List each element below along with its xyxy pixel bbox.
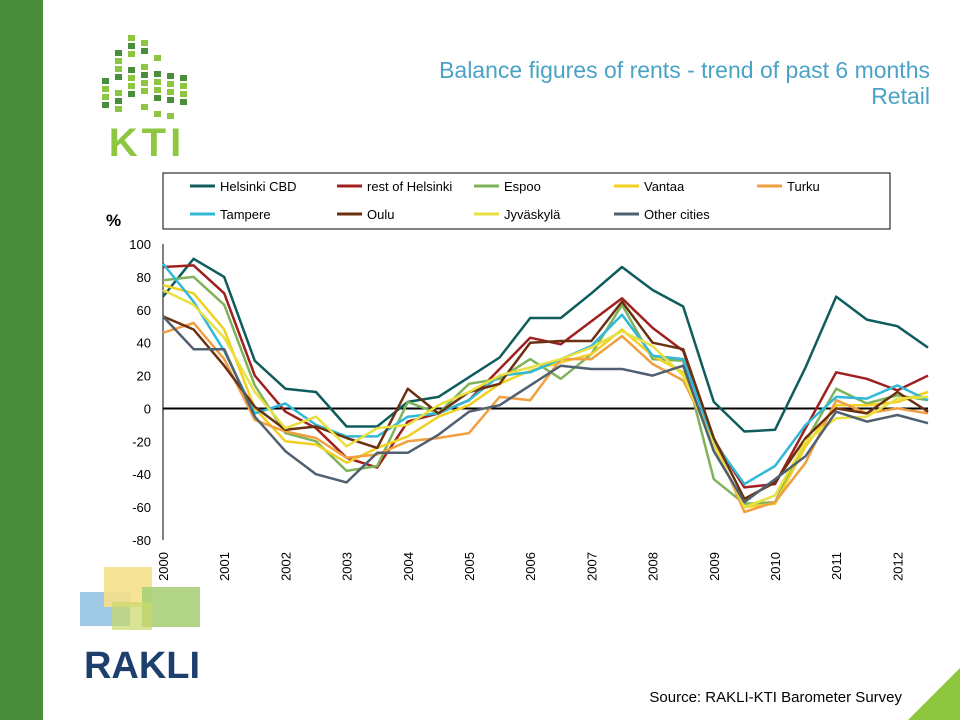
- legend: Helsinki CBD rest of Helsinki Espoo Vantaa T…: [162, 172, 891, 230]
- rakli-logo: RAKLI: [80, 567, 200, 684]
- x-tick-label: 2003: [340, 552, 355, 581]
- legend-label: Other cities: [644, 207, 710, 222]
- x-tick-label: 2002: [278, 552, 293, 581]
- y-tick-label: 100: [129, 237, 151, 252]
- chart-title-line1: Balance figures of rents - trend of past…: [439, 57, 930, 83]
- rakli-logo-text: RAKLI: [84, 645, 200, 684]
- series-line: [162, 262, 929, 486]
- left-accent-bar: [0, 0, 43, 720]
- x-tick-label: 2010: [768, 552, 783, 581]
- legend-label: Oulu: [367, 207, 394, 222]
- legend-label: Jyväskylä: [504, 207, 561, 222]
- legend-label: Vantaa: [644, 179, 685, 194]
- legend-label: Helsinki CBD: [220, 179, 297, 194]
- y-axis-label: %: [106, 211, 121, 230]
- corner-triangle: [908, 668, 960, 720]
- y-tick-label: 80: [137, 270, 151, 285]
- x-tick-label: 2008: [646, 552, 661, 581]
- y-tick-label: -60: [132, 500, 151, 515]
- source-note: Source: RAKLI-KTI Barometer Survey: [649, 689, 902, 706]
- series-line: [162, 300, 929, 501]
- y-tick-label: 40: [137, 336, 151, 351]
- series-line: [162, 275, 929, 506]
- y-tick-label: 0: [144, 401, 151, 416]
- x-tick-label: 2000: [156, 552, 171, 581]
- series-line: [162, 288, 929, 509]
- x-tick-label: 2007: [584, 552, 599, 581]
- x-tick-label: 2005: [462, 552, 477, 581]
- chart-title: Balance figures of rents - trend of past…: [439, 57, 930, 109]
- legend-label: rest of Helsinki: [367, 179, 452, 194]
- y-tick-label: -80: [132, 533, 151, 548]
- y-tick-label: -20: [132, 434, 151, 449]
- legend-label: Espoo: [504, 179, 541, 194]
- series-lines: [162, 257, 929, 514]
- axes: % 100 80 60 40 20 0 -20 -40 -60 -80 2000 2001 2002 200…: [106, 211, 928, 581]
- x-tick-label: 2009: [707, 552, 722, 581]
- kti-logo: KTI: [102, 35, 187, 160]
- legend-label: Tampere: [220, 207, 271, 222]
- series-line: [162, 321, 929, 514]
- x-tick-label: 2001: [217, 552, 232, 581]
- chart-title-line2: Retail: [871, 83, 930, 109]
- series-line: [162, 315, 929, 504]
- x-tick-label: 2011: [829, 552, 844, 580]
- y-tick-label: -40: [132, 467, 151, 482]
- x-tick-label: 2012: [890, 552, 905, 581]
- series-line: [162, 257, 929, 433]
- x-tick-label: 2004: [401, 552, 416, 581]
- legend-box: [162, 172, 891, 230]
- y-tick-label: 60: [137, 303, 151, 318]
- x-tick-label: 2006: [523, 552, 538, 581]
- kti-logo-text: KTI: [109, 121, 185, 160]
- legend-label: Turku: [787, 179, 820, 194]
- y-tick-label: 20: [137, 369, 151, 384]
